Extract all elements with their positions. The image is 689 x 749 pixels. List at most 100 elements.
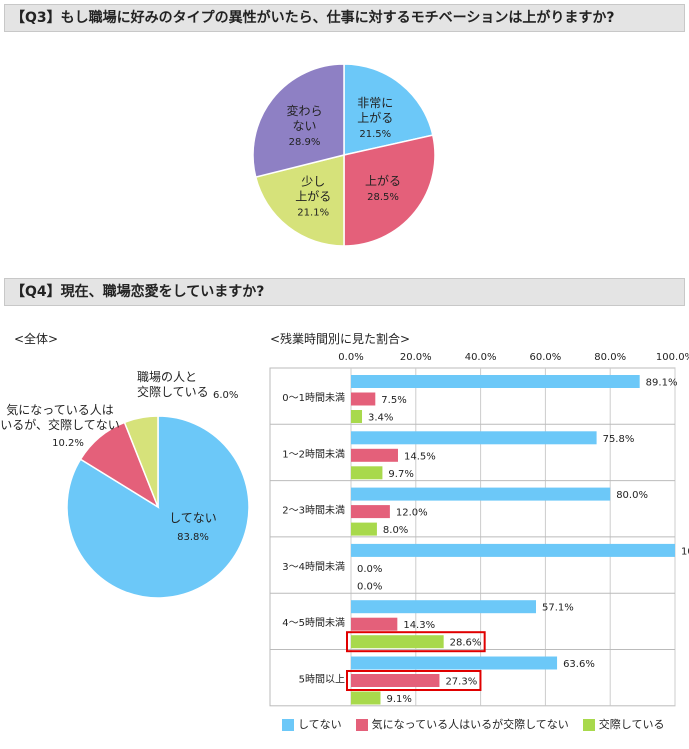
pie1-slice-2 [123, 415, 159, 508]
q4-title: 【Q4】現在、職場恋愛をしていますか? [11, 284, 265, 300]
pie1-label-0-line: してない [169, 511, 217, 525]
bar-1-0 [351, 431, 597, 445]
pie1-label-2-line: 職場の人と [137, 370, 197, 384]
pie0-label-2: 少し上がる [295, 174, 331, 203]
bar-3-0 [351, 543, 675, 557]
pie0-slice-0 [343, 63, 434, 156]
pie0-value-1-line: 28.5% [367, 192, 399, 203]
legend-swatch-pink [355, 719, 368, 731]
x-tick-0: 0.0% [338, 352, 363, 363]
bar-value-4-0: 57.1% [542, 603, 574, 614]
overtime-subtitle: <残業時間別に見た割合> [270, 332, 411, 346]
pie0-value-3-line: 28.9% [289, 137, 321, 148]
pie1-value-0: 83.8% [177, 532, 209, 543]
category-label-0: 0～1時間未満 [282, 392, 345, 404]
bar-value-3-0: 100.0% [681, 546, 689, 557]
legend-swatch-blue [282, 719, 294, 731]
bar-4-0 [351, 600, 537, 614]
bar-value-2-1: 12.0% [396, 508, 428, 519]
bar-value-4-1: 14.3% [403, 620, 435, 631]
pie0-label-3-line: ない [293, 119, 317, 133]
bar-value-4-2: 28.6% [450, 638, 482, 649]
bar-0-0 [351, 375, 640, 388]
bar-value-1-2: 9.7% [388, 469, 413, 480]
bar-2-2 [351, 522, 377, 536]
x-tick-3: 60.0% [530, 352, 562, 363]
pie0-label-0-line: 非常に [357, 96, 393, 110]
bar-value-3-1: 0.0% [357, 564, 382, 575]
legend-item-3: 交際している [582, 716, 665, 732]
bar-value-5-2: 9.1% [386, 694, 411, 705]
pie0-label-3: 変わらない [287, 103, 323, 133]
bar-value-0-1: 7.5% [381, 395, 406, 406]
bar-5-0 [351, 656, 558, 670]
legend-label-2: 気になっている人はいるが交際してない [371, 718, 569, 731]
category-label-2: 2～3時間未満 [282, 505, 345, 517]
overall-subtitle: <全体> [14, 332, 59, 346]
pie0-slice-3 [252, 63, 345, 178]
bar-4-1 [351, 617, 398, 631]
legend-item-2: 気になっている人はいるが交際してない [355, 716, 569, 732]
x-tick-1: 20.0% [400, 352, 432, 363]
pie1-label-1-line: いるが、交際してない [0, 417, 119, 432]
highlight-box-4-2 [346, 631, 486, 653]
pie0-value-2-line: 21.1% [297, 207, 329, 218]
bar-value-3-2: 0.0% [357, 581, 382, 592]
bar-value-1-1: 14.5% [404, 451, 436, 462]
pie0-value-2: 21.1% [297, 207, 329, 218]
bar-0-2 [351, 410, 363, 423]
pie1-label-2-line: 交際している [137, 384, 209, 399]
pie1-label-1: 気になっている人はいるが、交際してない [0, 402, 119, 432]
pie0-label-0: 非常に上がる [357, 96, 393, 125]
pie0-label-2-line: 少し [301, 174, 325, 188]
x-tick-4: 80.0% [594, 352, 626, 363]
pie1-label-0: してない [169, 511, 217, 525]
bar-value-5-0: 63.6% [563, 659, 595, 670]
bar-value-0-0: 89.1% [646, 378, 678, 389]
bar-4-2 [351, 635, 444, 649]
pie1-label-2: 職場の人と交際している [137, 370, 209, 399]
pie0-value-0: 21.5% [359, 129, 391, 140]
bar-5-2 [351, 691, 381, 705]
q4-title-bar: 【Q4】現在、職場恋愛をしていますか? [4, 278, 685, 306]
bar-legend: してない 気になっている人はいるが交際してない 交際している [282, 716, 664, 732]
bar-value-0-2: 3.4% [368, 413, 393, 424]
legend-item-1: してない [282, 716, 342, 732]
pie0-label-1-line: 上がる [365, 173, 401, 188]
pie0-label-3-line: 変わら [287, 103, 323, 118]
pie0-label-0-line: 上がる [357, 110, 393, 125]
pie1-value-2-line: 6.0% [213, 390, 238, 401]
pie0-value-3: 28.9% [289, 137, 321, 148]
pie0-label-1: 上がる [365, 173, 401, 188]
bar-value-2-2: 8.0% [383, 525, 408, 536]
pie0-slice-1 [343, 134, 436, 247]
x-tick-5: 100.0% [656, 352, 689, 363]
pie1-value-1: 10.2% [52, 438, 84, 449]
bar-1-1 [351, 448, 398, 462]
bar-2-0 [351, 487, 611, 501]
bar-value-1-0: 75.8% [603, 434, 635, 445]
pie1-value-0-line: 83.8% [177, 532, 209, 543]
bar-value-5-1: 27.3% [445, 677, 477, 688]
pie0-slice-2 [254, 154, 345, 247]
category-label-1: 1～2時間未満 [282, 448, 345, 460]
x-tick-2: 40.0% [465, 352, 497, 363]
bar-value-2-0: 80.0% [616, 490, 648, 501]
category-label-3: 3～4時間未満 [282, 561, 345, 573]
category-label-4: 4～5時間未満 [282, 617, 345, 629]
q3-title: 【Q3】もし職場に好みのタイプの異性がいたら、仕事に対するモチベーションは上がり… [11, 10, 615, 26]
q3-title-bar: 【Q3】もし職場に好みのタイプの異性がいたら、仕事に対するモチベーションは上がり… [4, 4, 685, 32]
highlight-box-5-1 [346, 670, 482, 691]
legend-label-3: 交際している [598, 718, 665, 731]
legend-label-1: してない [298, 718, 342, 731]
legend-swatch-green [582, 719, 595, 731]
pie0-label-2-line: 上がる [295, 188, 331, 203]
pie0-value-1: 28.5% [367, 192, 399, 203]
pie0-value-0-line: 21.5% [359, 129, 391, 140]
pie1-value-2: 6.0% [213, 390, 238, 401]
bar-5-1 [351, 674, 440, 687]
pie1-value-1-line: 10.2% [52, 438, 84, 449]
category-label-5: 5時間以上 [299, 674, 345, 686]
bar-0-1 [351, 392, 376, 406]
